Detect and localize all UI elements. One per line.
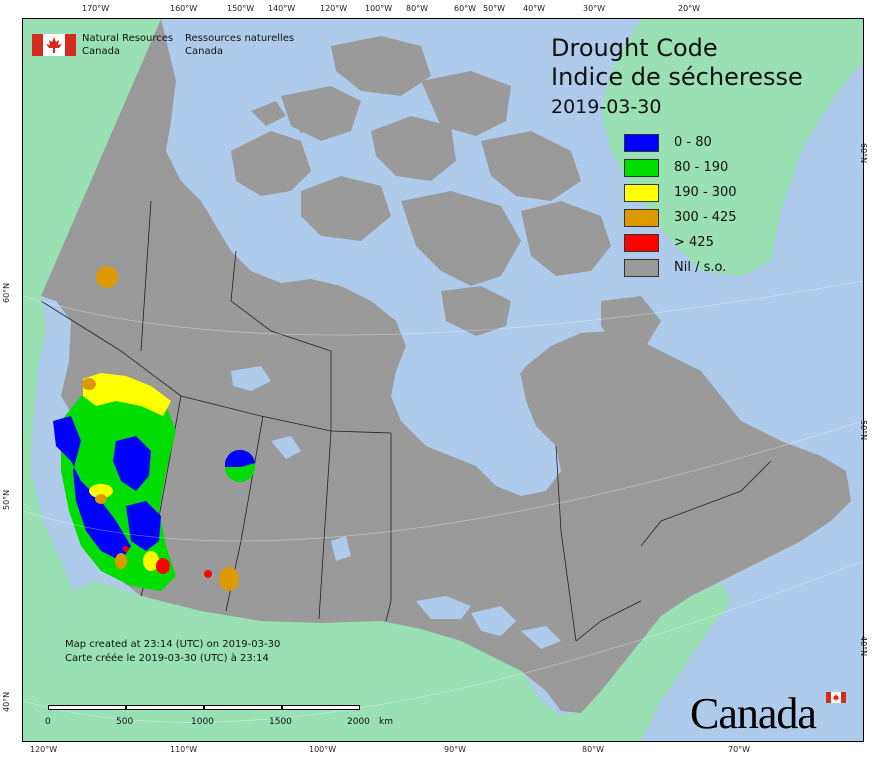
quebec-labrador [546,371,791,546]
scale-label: 500 [116,717,134,727]
wordmark-flag-icon [826,692,846,703]
agency-en-line2: Canada [82,46,121,57]
greenland-land [601,19,863,276]
legend-label: 190 - 300 [674,185,737,200]
alaska-land [23,19,161,661]
credit-en: Map created at 23:14 (UTC) on 2019-03-30 [65,639,281,650]
legend-swatch [624,134,659,152]
title-fr: Indice de sécheresse [551,63,803,91]
region-blue-interior [113,436,151,491]
title-en: Drought Code [551,34,718,62]
region-yellow-spot [89,484,113,498]
lon-tick-top: 30°W [583,4,606,13]
lon-tick-bottom: 70°W [728,745,751,754]
region-red-spot [156,558,170,574]
scale-label: 1000 [191,717,214,727]
lon-tick-top: 160°W [170,4,198,13]
lat-tick-left: 50°N [2,489,11,510]
map-credit: Map created at 23:14 (UTC) on 2019-03-30… [65,638,280,666]
scale-segment [282,705,360,710]
region-orange-spot [96,266,118,288]
legend-label: 0 - 80 [674,135,712,150]
hudson-bay [396,336,561,496]
agency-name-fr: Ressources naturelles Canada [185,32,294,58]
lon-tick-top: 150°W [227,4,255,13]
lon-tick-top: 100°W [365,4,393,13]
agency-fr-line1: Ressources naturelles [185,33,295,44]
region-yellow-spot [143,551,159,571]
lon-tick-top: 170°W [82,4,110,13]
legend-swatch [624,209,659,227]
legend-swatch [624,234,659,252]
lon-tick-top: 50°W [483,4,506,13]
legend-label: 300 - 425 [674,210,737,225]
lat-tick-right: 40°N [859,636,868,657]
scale-unit: km [379,717,393,727]
region-red-spot [204,570,212,578]
lon-tick-bottom: 80°W [582,745,605,754]
lon-tick-top: 80°W [406,4,429,13]
lon-tick-top: 140°W [268,4,296,13]
agency-fr-line2: Canada [185,46,224,57]
lon-tick-bottom: 110°W [170,745,198,754]
map-date: 2019-03-30 [551,96,662,118]
legend-label: Nil / s.o. [674,260,727,275]
drought-regions [53,266,255,591]
scale-label: 2000 [347,717,370,727]
region-orange-spot [95,494,107,504]
lat-tick-left: 60°N [2,282,11,303]
lon-tick-bottom: 100°W [309,745,337,754]
legend-label: > 425 [674,235,714,250]
region-red-spot [123,546,129,552]
lon-tick-bottom: 90°W [444,745,467,754]
map-title: Drought Code Indice de sécheresse 2019-0… [551,34,803,120]
legend-swatch [624,159,659,177]
legend-label: 80 - 190 [674,160,729,175]
lon-tick-top: 40°W [523,4,546,13]
agency-en-line1: Natural Resources [82,33,174,44]
canada-flag-icon [32,34,76,56]
scale-label: 1500 [269,717,292,727]
lon-tick-bottom: 120°W [30,745,58,754]
map-area [22,18,864,742]
scale-segment [126,705,204,710]
canada-wordmark: Canada [690,689,817,738]
arctic-islands [231,36,661,346]
lon-tick-top: 120°W [320,4,348,13]
region-sask-blue [224,449,255,467]
usa-land [23,581,731,741]
region-orange-spot [219,567,239,591]
scale-segment [48,705,126,710]
map-canvas [23,19,863,741]
agency-name-en: Natural Resources Canada [82,32,173,58]
region-yellow [83,373,171,416]
lon-tick-top: 20°W [678,4,701,13]
legend-swatch [624,184,659,202]
lat-tick-right: 50°N [859,420,868,441]
region-orange-spot [115,553,127,569]
lat-tick-left: 40°N [2,691,11,712]
lakes [231,366,561,649]
region-orange-spot [82,378,96,390]
lon-tick-top: 60°W [454,4,477,13]
region-blue-south [126,501,161,551]
graticule [23,280,863,723]
lat-tick-right: 60°N [859,143,868,164]
scale-label: 0 [45,717,51,727]
credit-fr: Carte créée le 2019-03-30 (UTC) à 23:14 [65,653,269,664]
scale-segment [204,705,282,710]
legend-swatch [624,259,659,277]
region-blue-coast [53,416,131,561]
